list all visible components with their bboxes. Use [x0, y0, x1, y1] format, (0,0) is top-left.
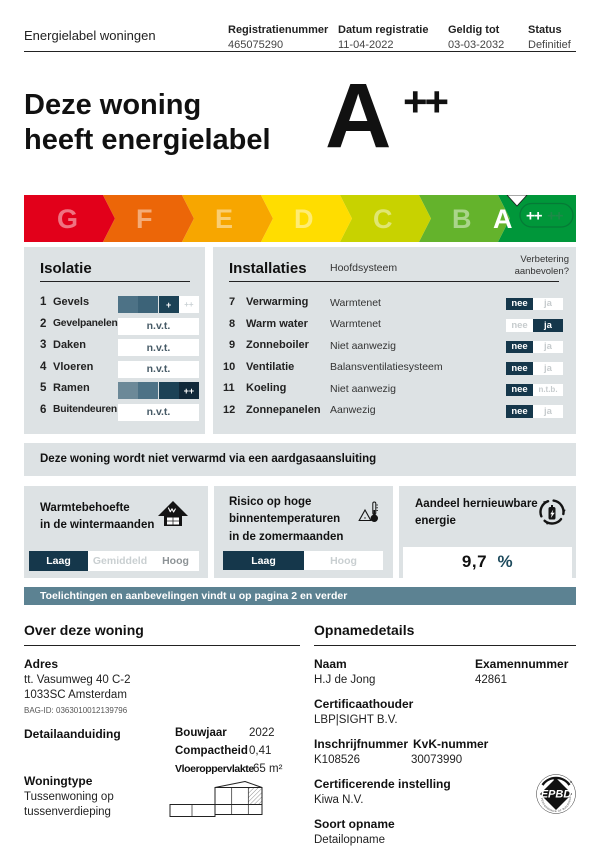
svg-text:A: A	[493, 204, 513, 234]
svg-text:++: ++	[547, 208, 564, 225]
svg-text:D: D	[294, 204, 314, 234]
svg-text:EPBD: EPBD	[541, 789, 572, 801]
svg-text:++: ++	[526, 208, 543, 225]
svg-text:E: E	[215, 204, 233, 234]
svg-text:F: F	[136, 204, 153, 234]
svg-text:G: G	[57, 204, 78, 234]
svg-text:B: B	[452, 204, 472, 234]
svg-text:C: C	[373, 204, 393, 234]
